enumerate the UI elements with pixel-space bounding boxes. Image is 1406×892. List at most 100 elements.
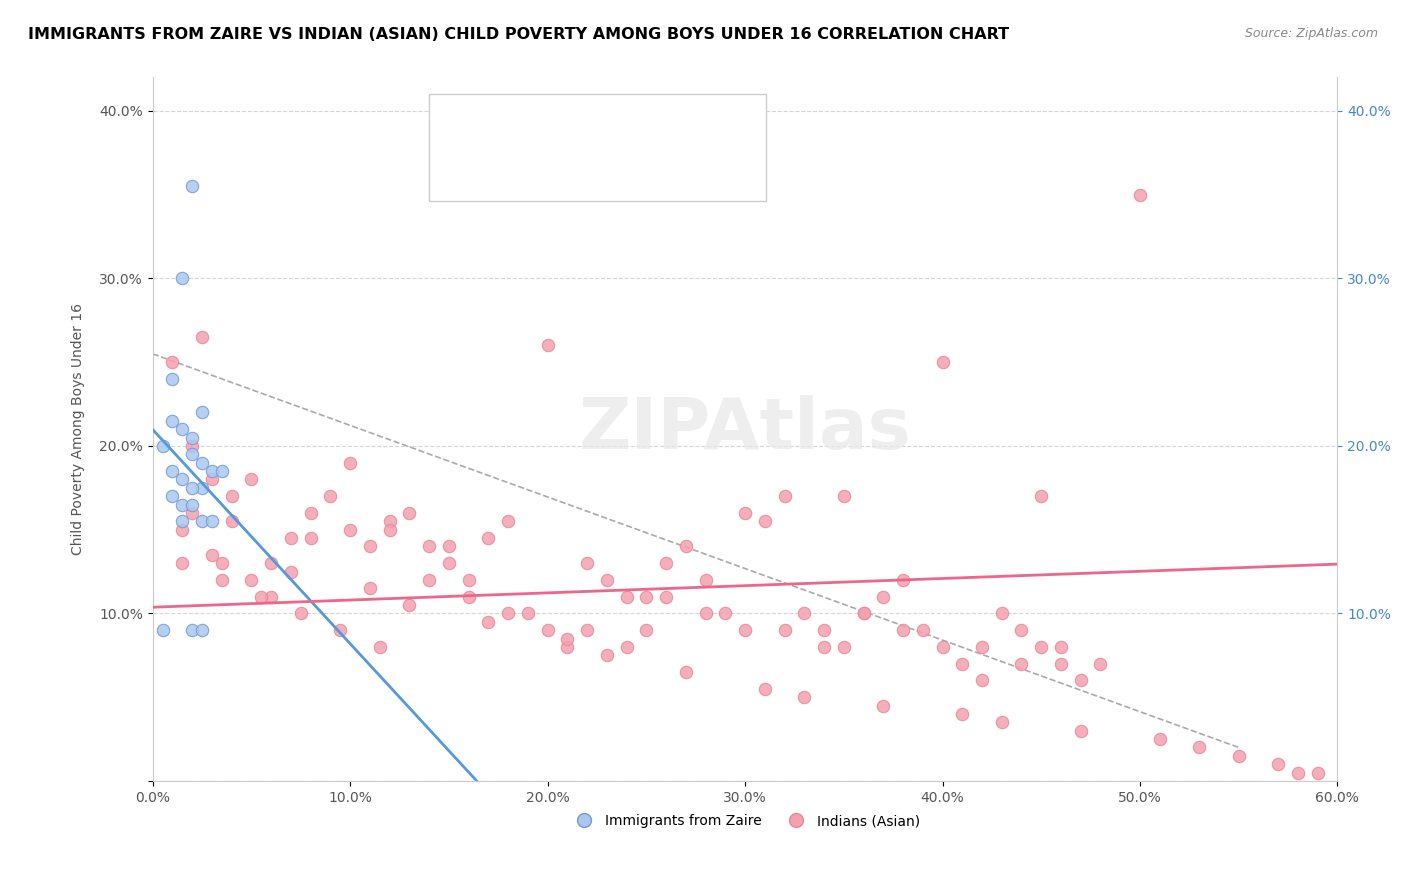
Point <box>1070 673 1092 688</box>
Point <box>477 531 499 545</box>
Point <box>172 498 194 512</box>
Point <box>211 464 233 478</box>
Point <box>201 473 224 487</box>
Legend: Immigrants from Zaire, Indians (Asian): Immigrants from Zaire, Indians (Asian) <box>564 809 925 834</box>
Point <box>191 405 214 419</box>
Point <box>201 548 224 562</box>
Point <box>872 590 894 604</box>
Point <box>931 640 953 654</box>
Point <box>240 473 263 487</box>
Point <box>162 372 184 386</box>
Point <box>378 523 401 537</box>
Text: N =: N = <box>613 120 644 135</box>
Point <box>496 514 519 528</box>
Point <box>596 648 619 663</box>
Text: R =: R = <box>492 160 523 174</box>
Point <box>675 540 697 554</box>
Text: IMMIGRANTS FROM ZAIRE VS INDIAN (ASIAN) CHILD POVERTY AMONG BOYS UNDER 16 CORREL: IMMIGRANTS FROM ZAIRE VS INDIAN (ASIAN) … <box>28 27 1010 42</box>
Point <box>477 615 499 629</box>
Point <box>990 715 1012 730</box>
Point <box>754 514 776 528</box>
Point <box>576 556 599 570</box>
Point <box>931 355 953 369</box>
Point <box>398 598 420 612</box>
Point <box>773 624 796 638</box>
Point <box>162 414 184 428</box>
Text: R =: R = <box>492 120 523 135</box>
Point <box>496 607 519 621</box>
Point <box>457 590 479 604</box>
Point <box>250 590 273 604</box>
Point <box>359 540 381 554</box>
Point <box>191 330 214 344</box>
Point <box>172 523 194 537</box>
Point <box>950 657 973 671</box>
Point <box>1149 732 1171 747</box>
Point <box>596 573 619 587</box>
Text: 0.122: 0.122 <box>530 160 574 174</box>
Point <box>260 590 283 604</box>
Point <box>872 698 894 713</box>
Point <box>181 179 204 194</box>
Point <box>290 607 312 621</box>
Point <box>152 624 174 638</box>
Point <box>181 624 204 638</box>
Point <box>398 506 420 520</box>
Point <box>832 489 855 503</box>
Point <box>990 607 1012 621</box>
Point <box>162 489 184 503</box>
Point <box>773 489 796 503</box>
Point <box>418 540 440 554</box>
Point <box>832 640 855 654</box>
Point <box>793 690 815 705</box>
Point <box>516 607 538 621</box>
Point <box>1286 765 1309 780</box>
Point <box>1227 748 1250 763</box>
Point <box>557 640 579 654</box>
Point <box>636 590 658 604</box>
Text: 106: 106 <box>650 160 679 174</box>
Point <box>172 271 194 285</box>
Point <box>1031 489 1053 503</box>
Point <box>1090 657 1112 671</box>
Point <box>280 531 302 545</box>
Point <box>191 624 214 638</box>
Point <box>329 624 352 638</box>
Point <box>734 624 756 638</box>
Text: N =: N = <box>613 160 644 174</box>
Point <box>852 607 875 621</box>
Point <box>181 506 204 520</box>
Point <box>891 624 914 638</box>
Point <box>201 514 224 528</box>
Point <box>891 573 914 587</box>
Point <box>191 456 214 470</box>
Point <box>368 640 391 654</box>
Point <box>970 640 993 654</box>
Point <box>695 573 717 587</box>
Point <box>1011 624 1033 638</box>
Point <box>339 456 361 470</box>
Point <box>359 582 381 596</box>
Bar <box>449 112 486 143</box>
Point <box>191 514 214 528</box>
Point <box>911 624 934 638</box>
Text: ZIPAtlas: ZIPAtlas <box>579 394 911 464</box>
Point <box>695 607 717 621</box>
Point <box>240 573 263 587</box>
Point <box>437 540 460 554</box>
Point <box>675 665 697 679</box>
Point <box>557 632 579 646</box>
Point <box>1070 723 1092 738</box>
Point <box>457 573 479 587</box>
Point <box>636 624 658 638</box>
Point <box>616 640 638 654</box>
Point <box>339 523 361 537</box>
Point <box>852 607 875 621</box>
Point <box>221 514 243 528</box>
Point <box>172 473 194 487</box>
Point <box>970 673 993 688</box>
Point <box>181 447 204 461</box>
Point <box>201 464 224 478</box>
Point <box>299 506 322 520</box>
Point <box>1050 657 1073 671</box>
